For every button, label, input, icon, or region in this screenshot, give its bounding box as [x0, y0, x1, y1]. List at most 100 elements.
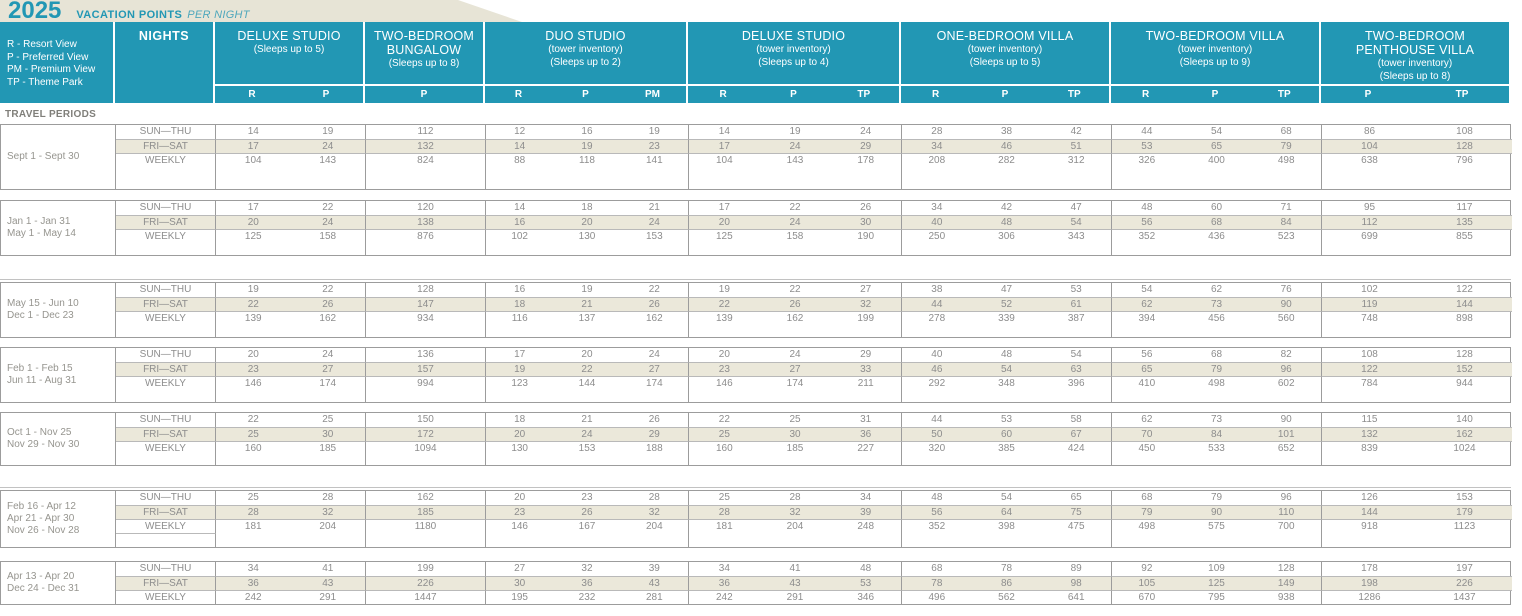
spacer-cell [902, 390, 1112, 402]
spacer-cell [689, 325, 902, 337]
points-cell: 27 [648, 364, 660, 375]
period-date-line: Apr 13 - Apr 20 [7, 571, 75, 582]
period-label-spacer [1, 348, 116, 362]
points-row: SUN—THU 22 25 150 18 21 26 22 25 31 44 53 58 62 73 90 11… [1, 413, 1510, 427]
room-type-cells: 28 38 42 [902, 125, 1112, 139]
points-cell: 994 [417, 378, 434, 389]
points-cell: 21 [648, 202, 660, 213]
room-type-cells: 25 30 [216, 427, 366, 442]
room-type-cells: 394 456 560 [1112, 311, 1322, 326]
view-subcolumn-label: R [1142, 89, 1150, 100]
points-cell: 139 [244, 313, 262, 324]
room-type-cells: 28 32 39 [689, 505, 902, 520]
points-cell: 25 [718, 492, 730, 503]
room-type-cells: 352 398 475 [902, 519, 1112, 534]
points-cell: 28 [247, 507, 259, 518]
room-type-cells: 19 22 27 [689, 283, 902, 297]
points-cell: 400 [1208, 155, 1225, 166]
legend-line: R - Resort View [7, 39, 77, 50]
points-cell: 1437 [1453, 592, 1476, 603]
points-cell: 876 [417, 231, 434, 242]
points-cell: 855 [1456, 231, 1473, 242]
spacer-cell [902, 455, 1112, 465]
room-type-cells: 326 400 498 [1112, 153, 1322, 168]
points-cell: 20 [718, 217, 730, 228]
points-cell: 14 [247, 126, 259, 137]
points-cell: 24 [648, 217, 660, 228]
points-cell: 19 [581, 141, 593, 152]
points-cell: 32 [648, 507, 660, 518]
band-spacer [1, 325, 1510, 337]
room-type-cells: 20 23 28 [486, 491, 689, 505]
room-type-cells: 146 167 204 [486, 519, 689, 534]
room-type-cells: 22 26 [216, 297, 366, 312]
view-subcolumn-label: TP [1455, 89, 1469, 100]
spacer-cell [486, 167, 689, 189]
points-cell: 291 [319, 592, 337, 603]
room-type-cells: 112 135 [1322, 215, 1512, 230]
points-cell: 112 [1361, 217, 1378, 228]
points-cell: 204 [786, 521, 804, 532]
room-type-cells: 824 [366, 153, 486, 168]
night-range-label: FRI—SAT [116, 215, 216, 230]
points-cell: 117 [1456, 202, 1473, 213]
points-cell: 79 [1141, 507, 1153, 518]
spacer-cell [216, 390, 366, 402]
points-cell: 47 [1000, 284, 1013, 295]
spacer-cell [116, 390, 216, 402]
spacer-cell [486, 243, 689, 255]
points-cell: 125 [244, 231, 262, 242]
view-subcolumn-headers: R P PM [485, 86, 688, 103]
room-type-cells: 18 21 26 [486, 297, 689, 312]
room-type-cells: 34 42 47 [902, 201, 1112, 215]
room-type-cells: 160 185 227 [689, 441, 902, 456]
points-cell: 641 [1067, 592, 1085, 603]
spacer-cell [366, 243, 486, 255]
points-cell: 116 [511, 313, 528, 324]
room-type-header: TWO-BEDROOM BUNGALOW (Sleeps up to 8) [365, 22, 485, 84]
period-label-spacer [1, 139, 116, 154]
points-cell: 79 [1210, 364, 1223, 375]
points-cell: 34 [247, 563, 259, 574]
room-type-cells: 23 27 [216, 362, 366, 377]
night-range-label: SUN—THU [116, 348, 216, 362]
points-cell: 54 [1000, 492, 1013, 503]
period-date-line: Nov 26 - Nov 28 [7, 525, 80, 536]
room-type-cells: 25 28 34 [689, 491, 902, 505]
room-type-cells: 784 944 [1322, 376, 1512, 391]
points-cell: 22 [322, 284, 334, 295]
room-type-cells: 160 185 [216, 441, 366, 456]
spacer-cell [116, 533, 216, 547]
view-subcolumn-headers: R P TP [688, 86, 901, 103]
room-type-cells: 918 1123 [1322, 519, 1512, 534]
room-type-line: (Sleeps up to 8) [388, 58, 460, 69]
room-type-cells: 88 118 141 [486, 153, 689, 168]
room-type-cells: 198 226 [1322, 576, 1512, 591]
spacer-cell [486, 325, 689, 337]
points-cell: 109 [1208, 563, 1225, 574]
points-cell: 54 [1141, 284, 1153, 295]
points-row: WEEKLY 146 174 994 123 144 174 146 174 211 292 348 3… [1, 376, 1512, 391]
spacer-cell [902, 243, 1112, 255]
room-type-cells: 48 54 65 [902, 491, 1112, 505]
points-cell: 79 [1280, 141, 1292, 152]
points-cell: 185 [319, 443, 337, 454]
points-cell: 226 [1456, 578, 1473, 589]
room-type-cells: 23 26 32 [486, 505, 689, 520]
points-cell: 143 [786, 155, 804, 166]
spacer-cell [486, 533, 689, 547]
points-cell: 27 [860, 284, 872, 295]
spacer-cell [366, 325, 486, 337]
points-cell: 63 [1070, 364, 1082, 375]
room-type-cells: 20 24 30 [689, 215, 902, 230]
room-type-cells: 68 79 96 [1112, 491, 1322, 505]
room-type-cells: 994 [366, 376, 486, 391]
room-type-cells: 14 19 23 [486, 139, 689, 154]
points-cell: 71 [1280, 202, 1292, 213]
spacer-cell [366, 167, 486, 189]
room-type-cells: 36 43 [216, 576, 366, 591]
room-type-line: (Sleeps up to 9) [1179, 57, 1251, 68]
points-cell: 143 [319, 155, 337, 166]
night-range-label: WEEKLY [116, 229, 216, 244]
